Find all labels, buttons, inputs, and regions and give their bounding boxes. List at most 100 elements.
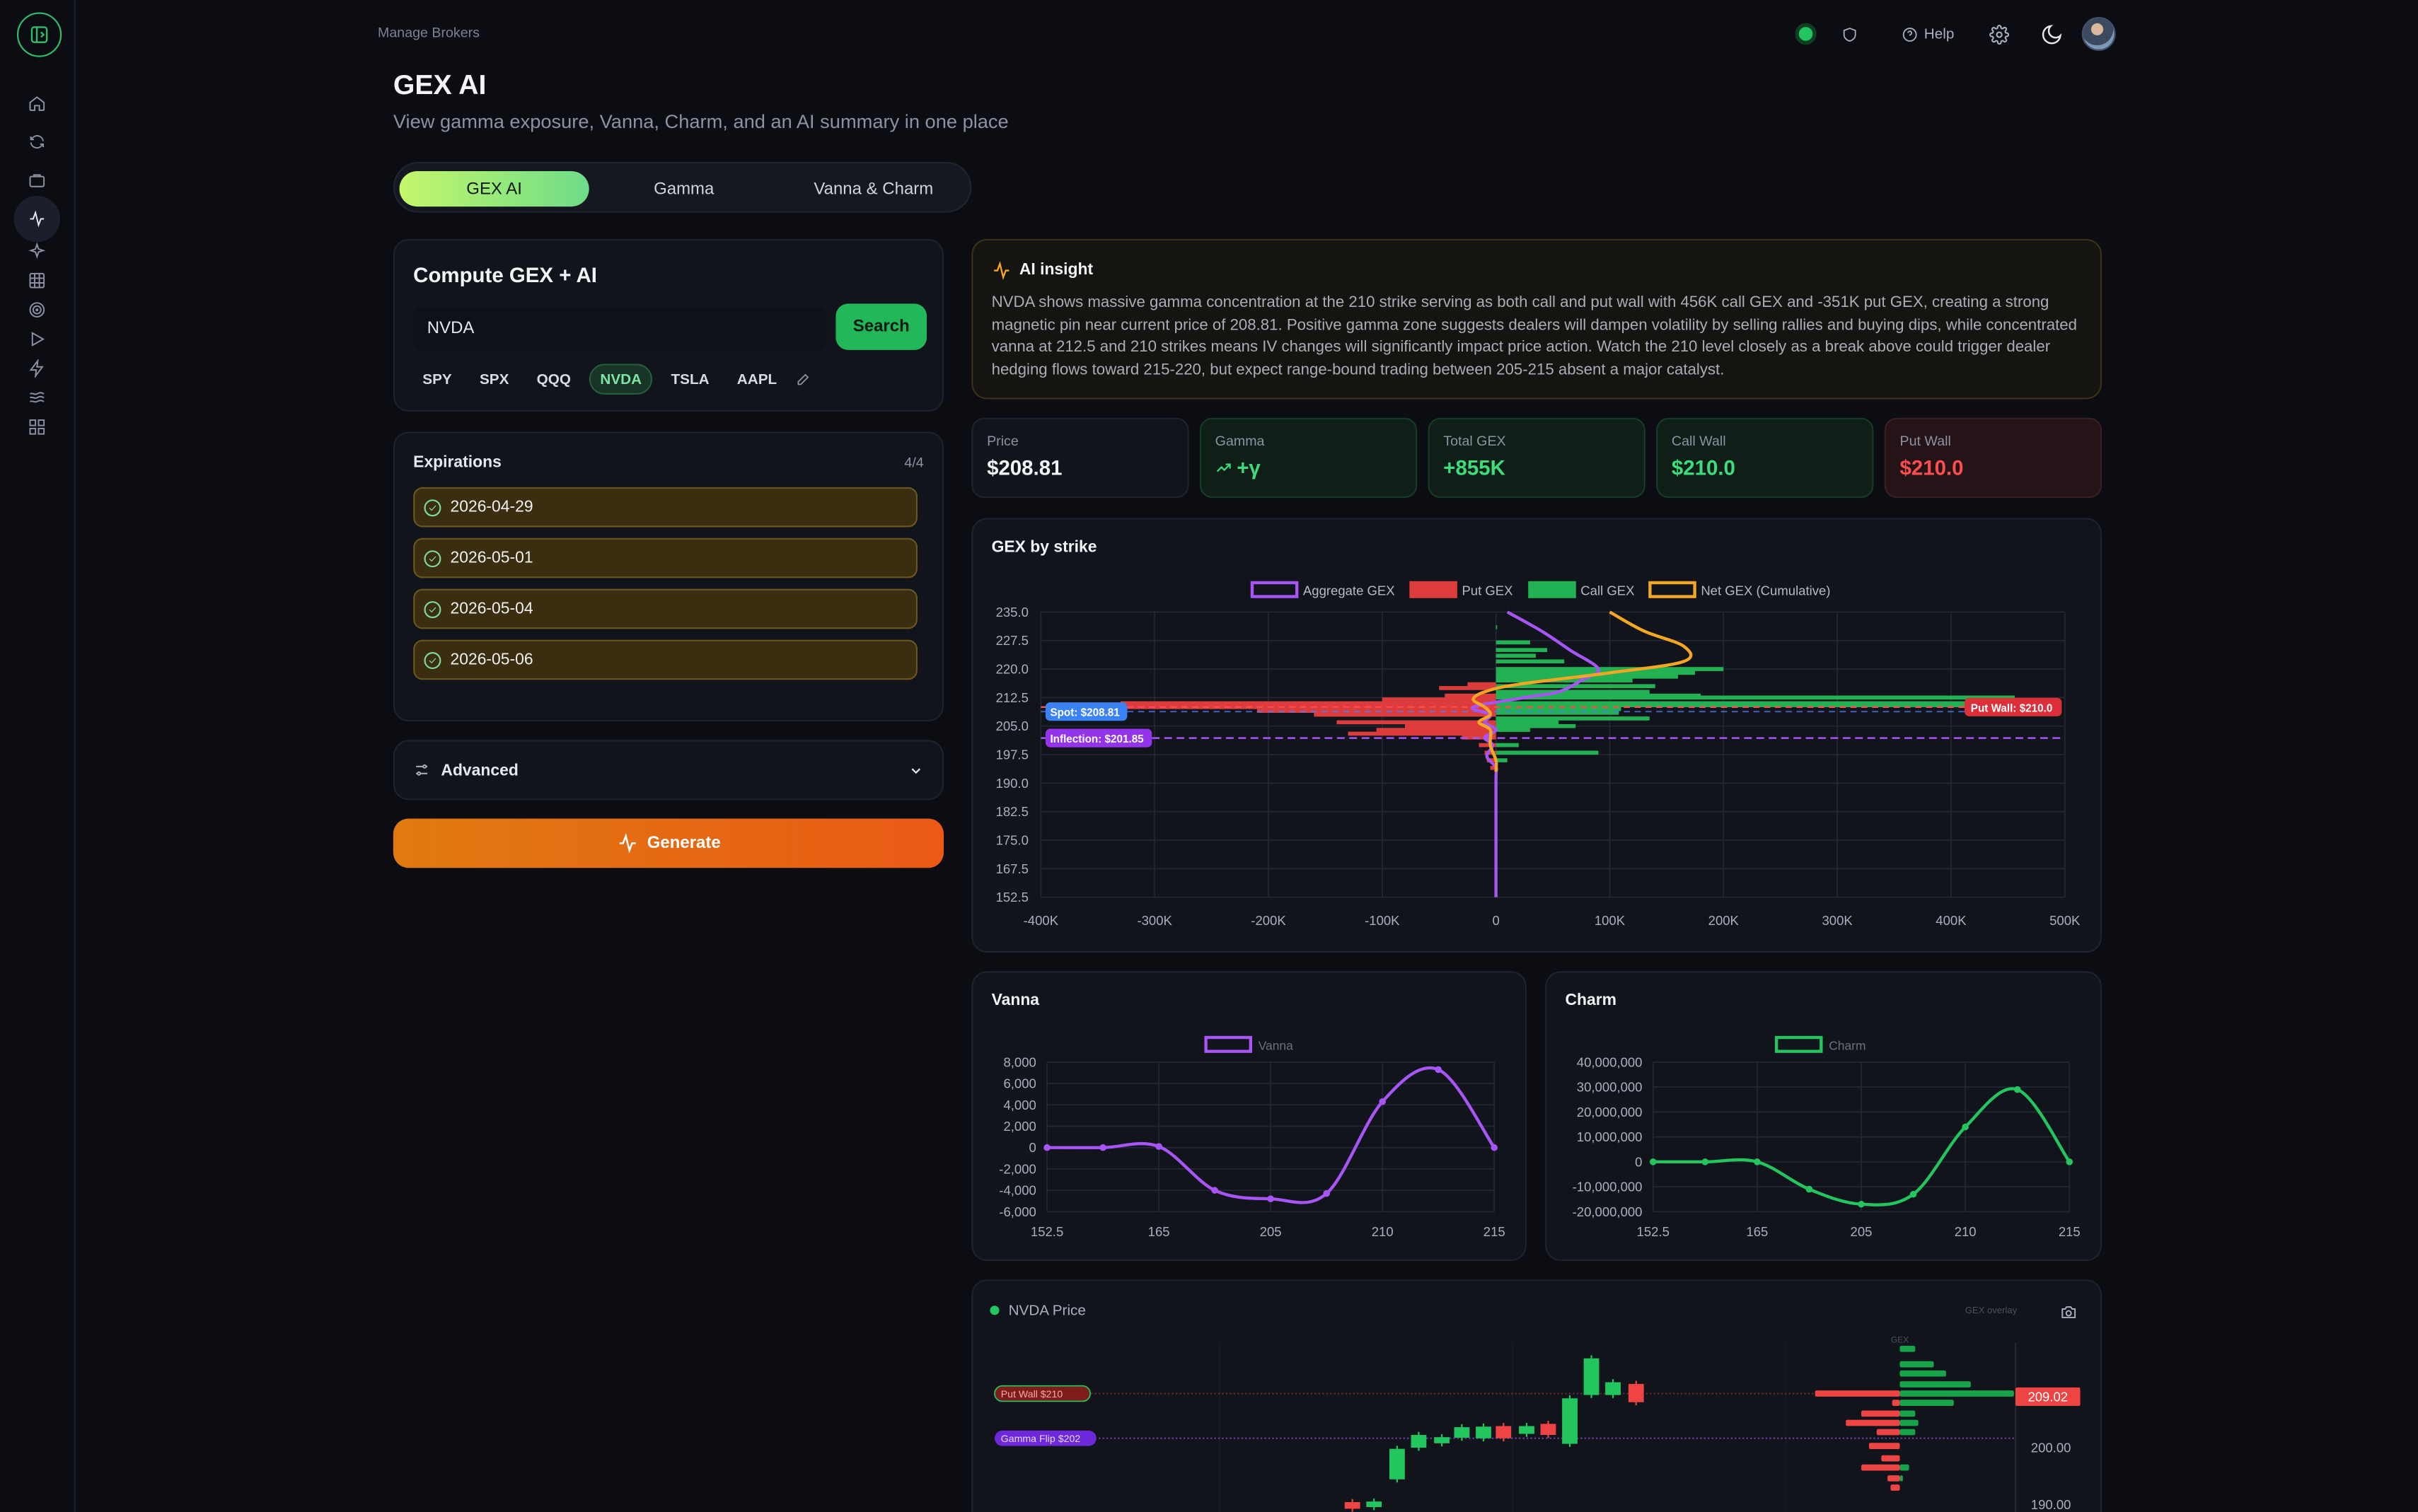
sidebar-item-target[interactable]: [18, 294, 55, 325]
x-tick-label: 210: [1955, 1224, 1977, 1239]
put-gex-bar: [1467, 682, 1496, 687]
refresh-icon: [30, 135, 45, 149]
expirations-card: Expirations 4/4 2026-04-29 2026-05-01 20…: [393, 431, 944, 722]
gex-overlay-axis-label: GEX: [1891, 1335, 1909, 1345]
put-wall-annotation-badge: [1965, 697, 2062, 716]
stat-total-gex: Total GEX +855K: [1428, 417, 1645, 499]
gex-overlay-call-bar: [1899, 1429, 1916, 1436]
theme-toggle-button[interactable]: [2035, 17, 2066, 51]
x-tick-label: 152.5: [1637, 1224, 1670, 1239]
call-gex-bar: [1496, 723, 1576, 728]
avatar-image: [2081, 16, 2116, 51]
legend-label: Put GEX: [1462, 583, 1512, 598]
gex-overlay-toggle[interactable]: GEX overlay: [1965, 1307, 2018, 1317]
data-point: [1858, 1200, 1865, 1208]
bolt-icon: [29, 359, 44, 378]
candle: [1434, 1437, 1450, 1443]
y-tick-label: 2,000: [1003, 1119, 1036, 1134]
sidebar-item-flash[interactable]: [18, 353, 55, 384]
sidebar-item-home[interactable]: [18, 88, 55, 119]
security-button[interactable]: [1835, 17, 1863, 51]
gex-overlay-put-bar: [1846, 1419, 1900, 1426]
sidebar-item-activity[interactable]: [13, 195, 61, 243]
stat-price: Price $208.81: [971, 417, 1189, 499]
sidebar-toggle-button[interactable]: [16, 12, 62, 57]
y-tick-label: -4,000: [999, 1183, 1036, 1198]
edit-icon[interactable]: [795, 371, 811, 387]
page-title: GEX AI: [393, 69, 487, 100]
candle: [1583, 1358, 1600, 1395]
ticker-chip-aapl[interactable]: AAPL: [736, 371, 777, 388]
put-gex-bar: [1097, 704, 1496, 709]
sidebar-item-ai[interactable]: [18, 236, 55, 267]
settings-button[interactable]: [1983, 17, 2014, 51]
expiration-item[interactable]: 2026-05-06: [413, 639, 918, 680]
expiration-item[interactable]: 2026-05-04: [413, 588, 918, 629]
y-tick-label: 182.5: [996, 804, 1029, 819]
call-gex-bar: [1496, 711, 1619, 715]
put-gex-bar: [1445, 693, 1496, 698]
ticker-chip-nvda[interactable]: NVDA: [589, 364, 653, 395]
legend-swatch: [1409, 581, 1457, 598]
ticker-chip-tsla[interactable]: TSLA: [671, 371, 710, 388]
avatar[interactable]: [2081, 16, 2116, 51]
call-gex-bar: [1496, 728, 1530, 732]
ticker-chip-qqq[interactable]: QQQ: [536, 371, 571, 388]
help-icon: [1902, 27, 1916, 41]
tab-vanna-charm[interactable]: Vanna & Charm: [814, 179, 934, 199]
gex-overlay-call-bar: [1899, 1464, 1909, 1471]
data-point: [1323, 1190, 1330, 1197]
x-tick-label: 500K: [2049, 913, 2081, 928]
ticker-chip-spx[interactable]: SPX: [479, 371, 509, 388]
put-gex-bar: [1479, 743, 1496, 748]
stat-gamma: Gamma +γ: [1199, 417, 1418, 499]
gex-overlay-put-bar: [1890, 1484, 1900, 1491]
generate-button[interactable]: Generate: [393, 818, 944, 868]
gex-overlay-call-bar: [1899, 1400, 1954, 1406]
charm-chart: Charm 40,000,000 30,000,000 20,000,000 10,00…: [1573, 1035, 2081, 1239]
sidebar-item-play[interactable]: [18, 324, 55, 355]
tab-gamma[interactable]: Gamma: [654, 179, 715, 199]
candle: [1628, 1383, 1644, 1402]
y-tick-label: 30,000,000: [1577, 1080, 1643, 1095]
spot-annotation: Spot: $208.81: [1050, 707, 1120, 719]
inflection-annotation: Inflection: $201.85: [1050, 733, 1144, 745]
legend-label: Call GEX: [1580, 583, 1634, 598]
gex-overlay-call-bar: [1899, 1410, 1916, 1417]
ai-insight-title: AI insight: [1019, 260, 1094, 279]
sidebar-item-filters[interactable]: [18, 383, 55, 414]
net-gex-line: [1471, 610, 1693, 772]
x-tick-label: -400K: [1024, 913, 1059, 928]
connection-status-button[interactable]: [1792, 17, 1820, 51]
gex-overlay-put-bar: [1861, 1464, 1900, 1471]
legend-label: Aggregate GEX: [1303, 583, 1395, 598]
ticker-chip-spy[interactable]: SPY: [422, 371, 452, 388]
sidebar-item-sync[interactable]: [18, 127, 55, 158]
sidebar-item-dashboard[interactable]: [18, 412, 55, 443]
sidebar-item-table[interactable]: [18, 265, 55, 296]
data-point: [1211, 1187, 1218, 1194]
search-button[interactable]: Search: [835, 303, 927, 350]
expiration-item[interactable]: 2026-04-29: [413, 487, 918, 528]
call-gex-bar: [1496, 716, 1650, 721]
sparkles-icon: [28, 242, 46, 260]
y-tick-label: 212.5: [996, 690, 1029, 705]
call-gex-bar: [1496, 720, 1559, 725]
moon-icon: [2041, 24, 2061, 44]
legend-swatch: [1648, 581, 1696, 598]
check-icon: [424, 651, 441, 668]
stat-call-wall: Call Wall $210.0: [1656, 417, 1874, 499]
ticker-input[interactable]: NVDA: [413, 306, 827, 350]
legend-swatch: [1774, 1035, 1823, 1053]
advanced-toggle[interactable]: Advanced: [393, 740, 944, 801]
help-button[interactable]: Help: [1894, 17, 1962, 51]
data-point: [2066, 1158, 2073, 1165]
y-tick-label: 197.5: [996, 748, 1029, 762]
camera-icon[interactable]: [2060, 1304, 2077, 1320]
y-tick-label: 4,000: [1003, 1098, 1036, 1112]
expiration-item[interactable]: 2026-05-01: [413, 537, 918, 578]
tab-gex-ai[interactable]: GEX AI: [399, 170, 589, 207]
y-tick-label: -2,000: [999, 1161, 1036, 1176]
sidebar-item-portfolio[interactable]: [18, 165, 55, 196]
breadcrumb[interactable]: Manage Brokers: [378, 24, 480, 40]
